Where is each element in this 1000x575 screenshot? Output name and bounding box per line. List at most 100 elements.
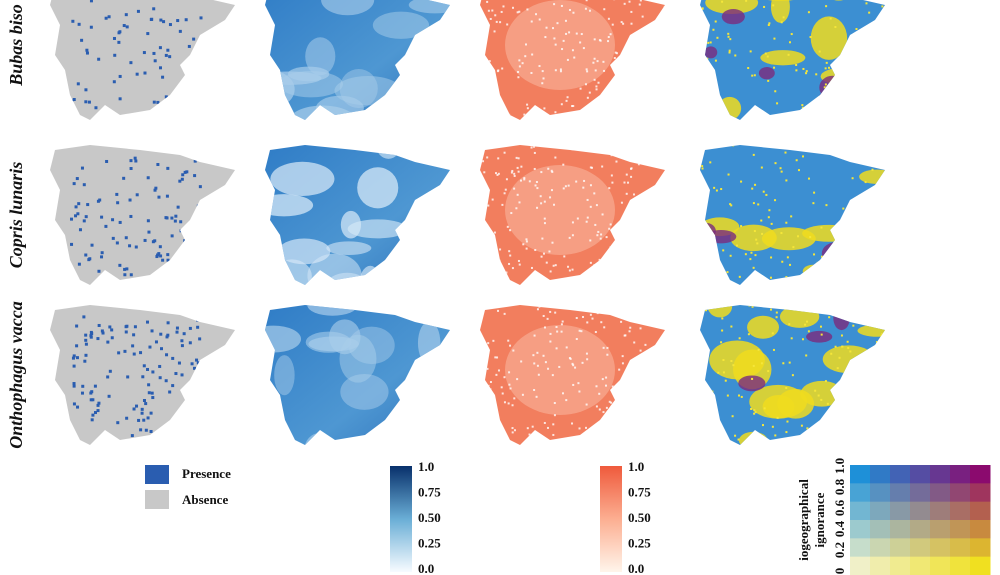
map-texture — [621, 355, 624, 358]
map-texture — [521, 142, 523, 144]
map-texture — [515, 156, 518, 159]
map-texture — [751, 74, 754, 77]
map-texture — [656, 269, 659, 272]
map-texture — [748, 305, 751, 307]
map-texture — [622, 119, 625, 120]
map-texture — [525, 43, 528, 46]
map-texture — [513, 172, 516, 175]
map-texture — [535, 13, 538, 16]
bivariate-cell — [910, 465, 931, 484]
map-texture — [872, 208, 875, 211]
map-texture — [824, 276, 827, 279]
map-texture — [775, 311, 778, 314]
map-texture — [855, 256, 858, 259]
bivariate-cell — [870, 501, 891, 521]
map-texture — [486, 0, 489, 3]
map-texture — [506, 23, 509, 26]
map-texture — [650, 50, 653, 53]
map-texture — [658, 357, 661, 360]
map-texture — [714, 20, 717, 23]
presence-cell — [159, 18, 163, 22]
map-texture — [865, 2, 868, 5]
map-texture — [596, 60, 599, 63]
map-texture — [664, 348, 665, 351]
map-texture — [543, 421, 546, 424]
presence-cell — [100, 251, 104, 255]
presence-cell — [158, 46, 162, 50]
presence-cell — [89, 334, 93, 338]
map-texture — [760, 166, 763, 169]
map-texture — [420, 434, 450, 445]
map — [480, 305, 665, 448]
presence-cell — [171, 384, 175, 388]
map-texture — [485, 229, 488, 232]
map-texture — [530, 71, 533, 74]
map-texture — [654, 194, 657, 197]
map-texture — [740, 180, 743, 183]
map-texture — [555, 347, 558, 350]
map-texture — [501, 392, 504, 395]
map-texture — [789, 263, 792, 266]
map-texture — [721, 9, 745, 25]
map-texture — [873, 42, 885, 70]
bivariate-cell — [930, 501, 951, 521]
map-texture — [632, 38, 635, 41]
map-texture — [878, 197, 881, 200]
row-label: Onthophagus vacca — [6, 301, 26, 449]
map-texture — [578, 427, 581, 430]
map-texture — [637, 390, 640, 393]
map-texture — [560, 103, 563, 106]
map-texture — [737, 438, 740, 441]
map-texture — [533, 151, 536, 154]
map-texture — [532, 142, 534, 144]
map-texture — [559, 70, 562, 73]
map-texture — [747, 333, 750, 336]
map-texture — [882, 239, 885, 242]
colorbar-tick-label: 0.25 — [628, 535, 651, 550]
map-texture — [769, 308, 772, 311]
map-texture — [750, 407, 753, 410]
map-texture — [586, 216, 589, 219]
presence-cell — [84, 333, 88, 337]
map-texture — [510, 171, 513, 174]
map-texture — [503, 151, 506, 154]
map-texture — [507, 402, 510, 405]
presence-cell — [87, 100, 91, 104]
map-texture — [564, 446, 566, 448]
map-texture — [489, 388, 492, 391]
map-texture — [726, 394, 729, 397]
map-texture — [607, 17, 610, 20]
map-texture — [558, 365, 561, 368]
map-texture — [321, 0, 375, 16]
presence-cell — [123, 349, 127, 353]
presence-cell — [77, 22, 81, 26]
map-texture — [857, 55, 860, 58]
map — [50, 305, 235, 445]
map-texture — [640, 93, 643, 96]
presence-cell — [128, 244, 132, 248]
map-texture — [611, 122, 613, 124]
map-texture — [627, 282, 630, 285]
map-texture — [492, 339, 495, 342]
map-texture — [307, 253, 362, 285]
presence-cell — [151, 240, 155, 244]
presence-cell — [196, 361, 200, 365]
map-texture — [586, 358, 589, 361]
presence-cell — [152, 7, 156, 11]
presence-cell — [70, 100, 74, 104]
map-texture — [515, 207, 518, 210]
presence-cell — [72, 384, 76, 388]
map-texture — [829, 436, 832, 439]
map-texture — [598, 39, 601, 42]
presence-cell — [78, 228, 82, 232]
bivariate-tick-label: 0.2 — [832, 542, 847, 558]
map-texture — [612, 420, 615, 423]
presence-cell — [85, 48, 89, 52]
map-texture — [602, 346, 605, 349]
map-texture — [614, 140, 616, 142]
map-texture — [738, 394, 741, 397]
bivariate-cell — [950, 483, 971, 503]
colorbar-tick-label: 0.25 — [418, 535, 441, 550]
bivariate-cell — [970, 538, 991, 558]
map-texture — [623, 181, 626, 184]
